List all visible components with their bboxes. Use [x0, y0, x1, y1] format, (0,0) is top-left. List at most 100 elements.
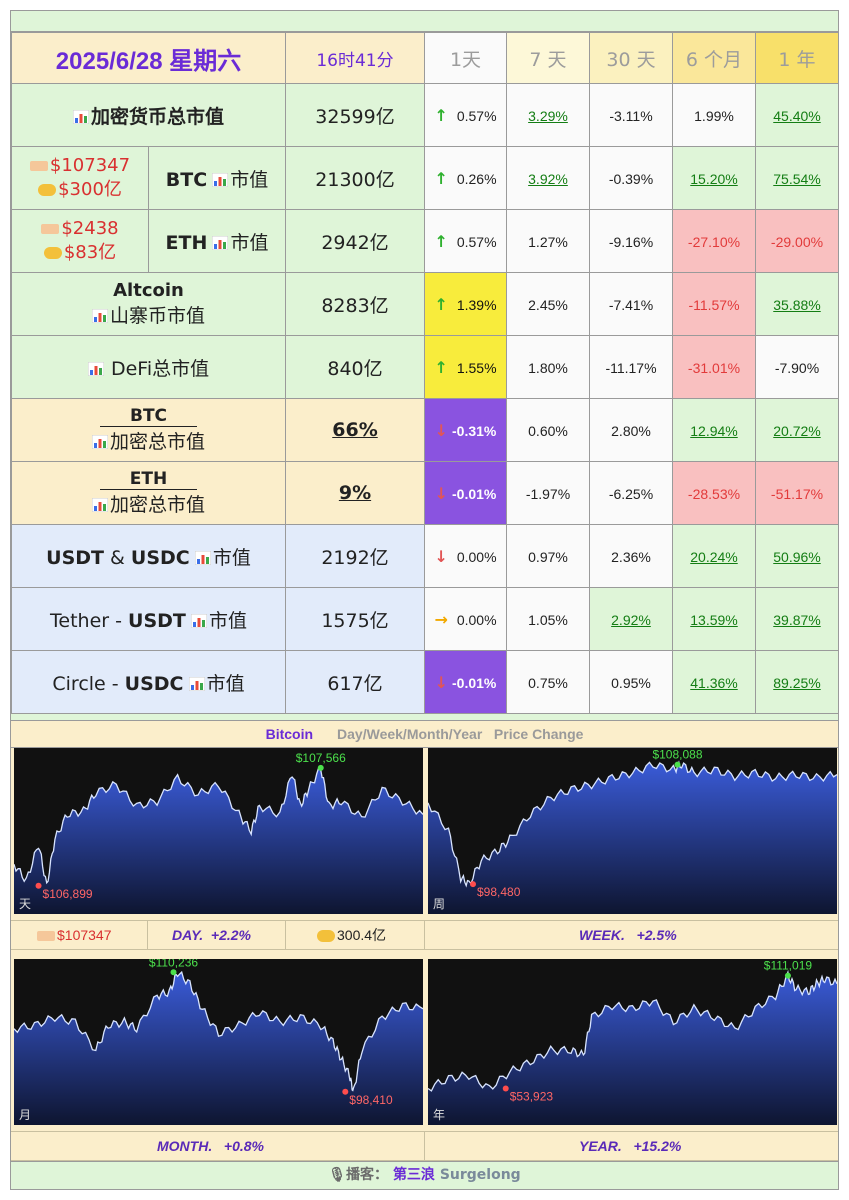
arrow-down-icon: ↓	[434, 546, 448, 566]
high-label: $110,236	[149, 959, 198, 969]
alt-30d: -7.41%	[589, 272, 673, 336]
usdc-1y: 89.25%	[755, 650, 839, 714]
low-label: $98,480	[477, 885, 521, 899]
row-total-market-cap: 加密货币总市值 32599亿 ↑ 0.57% 3.29% -3.11% 1.99%…	[11, 83, 839, 147]
area-fill	[14, 972, 423, 1125]
charts-subtitle: Day/Week/Month/Year Price Change	[337, 726, 584, 742]
usdc-label-cell: Circle - USDC 市值	[11, 650, 286, 714]
chart-week: $108,088 $98,480 周	[427, 748, 838, 914]
bar-month-label: MONTH. +0.8%	[157, 1138, 264, 1154]
bar-week-label: WEEK. +2.5%	[579, 927, 677, 943]
high-label: $108,088	[652, 748, 702, 762]
alt-7d: 2.45%	[506, 272, 590, 336]
total-1y: 45.40%	[755, 83, 839, 147]
eth-6m: -27.10%	[672, 209, 756, 273]
row-btc-dominance: BTC 加密总市值 66% ↓ -0.31% 0.60% 2.80% 12.94% …	[11, 398, 839, 462]
btc-price: $107347	[49, 155, 131, 176]
footer: 🎙播客： 第三浪 Surgelong	[11, 1161, 838, 1189]
ethdom-1d: ↓ -0.01%	[424, 461, 507, 525]
price-line	[427, 760, 838, 888]
time-label: 16时41分	[316, 50, 394, 71]
btcdom-7d: 0.60%	[506, 398, 590, 462]
chart-icon	[91, 498, 108, 512]
microphone-icon: 🎙	[328, 1167, 347, 1183]
row-eth-dominance: ETH 加密总市值 9% ↓ -0.01% -1.97% -6.25% -28.53…	[11, 461, 839, 525]
usdt-7d: 1.05%	[506, 587, 590, 651]
eth-value-cell: 2942亿	[285, 209, 425, 273]
period-1y-header[interactable]: 1 年	[755, 32, 839, 84]
area-chart-day: $107,566 $106,899 天	[13, 751, 424, 914]
btc-1d: ↑ 0.26%	[424, 146, 507, 210]
bar-day-label: DAY. +2.2%	[172, 927, 251, 943]
btcdom-value-cell: 66%	[285, 398, 425, 462]
usdc-value-cell: 617亿	[285, 650, 425, 714]
usdt-30d: 2.92%	[589, 587, 673, 651]
date-cell: 2025/6/28 星期六	[11, 32, 286, 84]
alt-label-cell: Altcoin 山寨币市值	[11, 272, 286, 336]
btcdom-label-cell: BTC 加密总市值	[11, 398, 286, 462]
usdt-1d: → 0.00%	[424, 587, 507, 651]
total-value: 32599亿	[315, 105, 395, 128]
stable-6m: 20.24%	[672, 524, 756, 588]
usdc-30d: 0.95%	[589, 650, 673, 714]
chart-month: $110,236 $98,410 月	[13, 955, 424, 1125]
area-fill	[428, 762, 837, 914]
corner-label: 天	[19, 897, 31, 911]
stable-1y: 50.96%	[755, 524, 839, 588]
area-fill	[14, 767, 423, 914]
ethdom-6m: -28.53%	[672, 461, 756, 525]
chart-year: $111,019 $53,923 年	[427, 959, 838, 1125]
low-marker	[342, 1088, 349, 1095]
high-label: $111,019	[764, 959, 813, 973]
arrow-up-icon: ↑	[434, 105, 448, 125]
podcast-link[interactable]: 第三浪	[392, 1167, 435, 1183]
period-30d-header[interactable]: 30 天	[589, 32, 673, 84]
btc-label-cell: BTC 市值	[148, 146, 286, 210]
eth-price-cell: $2438 $83亿	[11, 209, 149, 273]
btc-7d: 3.92%	[506, 146, 590, 210]
low-label: $98,410	[349, 1093, 393, 1107]
stable-1d: ↓ 0.00%	[424, 524, 507, 588]
alt-1y: 35.88%	[755, 272, 839, 336]
total-value-cell: 32599亿	[285, 83, 425, 147]
arrow-up-icon: ↑	[434, 294, 448, 314]
defi-value-cell: 840亿	[285, 335, 425, 399]
period-7d-header[interactable]: 7 天	[506, 32, 590, 84]
stable-label-cell: USDT & USDC 市值	[11, 524, 286, 588]
area-chart-week: $108,088 $98,480 周	[427, 748, 838, 914]
chart-icon	[212, 172, 229, 187]
arrow-up-icon: ↑	[434, 231, 448, 251]
charts-header: Bitcoin Day/Week/Month/Year Price Change	[11, 720, 838, 748]
price-line	[13, 766, 424, 885]
arrow-down-icon: ↓	[434, 483, 449, 503]
btc-volume: $300亿	[58, 179, 122, 200]
row-usdt: Tether - USDT 市值 1575亿 → 0.00% 1.05% 2.92…	[11, 587, 839, 651]
row-btc-market-cap: $107347 $300亿 BTC 市值 21300亿 ↑ 0.26% 3.92% …	[11, 146, 839, 210]
total-1d: ↑ 0.57%	[424, 83, 507, 147]
btcdom-6m: 12.94%	[672, 398, 756, 462]
top-band	[11, 11, 838, 32]
eth-volume: $83亿	[63, 242, 117, 263]
area-fill	[428, 972, 837, 1125]
low-label: $53,923	[510, 1089, 554, 1103]
arrow-up-icon: ↑	[434, 168, 448, 188]
btc-price-cell: $107347 $300亿	[11, 146, 149, 210]
brand-link[interactable]: Surgelong	[439, 1167, 521, 1183]
total-7d: 3.29%	[506, 83, 590, 147]
ethdom-7d: -1.97%	[506, 461, 590, 525]
eth-1y: -29.00%	[755, 209, 839, 273]
btc-value-cell: 21300亿	[285, 146, 425, 210]
bar-day-week: $107347 DAY. +2.2% 300.4亿 WEEK. +2.5%	[11, 920, 838, 950]
low-marker	[35, 882, 42, 889]
period-6m-header[interactable]: 6 个月	[672, 32, 756, 84]
arrow-right-icon: →	[434, 609, 448, 629]
area-chart-year: $111,019 $53,923 年	[427, 959, 838, 1125]
chart-icon	[212, 235, 229, 250]
dashboard-frame: 2025/6/28 星期六 16时41分 1天 7 天 30 天 6 个月 1 …	[10, 10, 839, 1190]
area-chart-month: $110,236 $98,410 月	[13, 955, 424, 1125]
row-defi: DeFi总市值 840亿 ↑ 1.55% 1.80% -11.17% -31.01…	[11, 335, 839, 399]
bar-month-year: MONTH. +0.8% YEAR. +15.2%	[11, 1131, 838, 1161]
period-1d-header[interactable]: 1天	[424, 32, 507, 84]
usdt-6m: 13.59%	[672, 587, 756, 651]
row-usdc: Circle - USDC 市值 617亿 ↓ -0.01% 0.75% 0.95…	[11, 650, 839, 714]
